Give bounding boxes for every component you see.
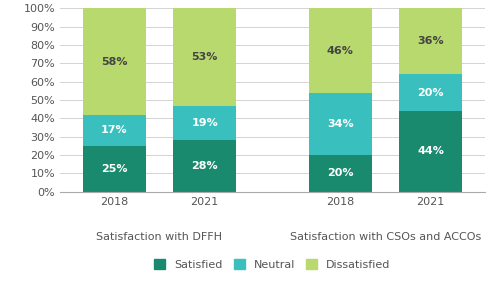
Bar bbox=[308, 8, 372, 93]
Bar bbox=[173, 140, 236, 192]
Bar bbox=[308, 155, 372, 192]
Text: 58%: 58% bbox=[101, 57, 128, 67]
Text: 28%: 28% bbox=[192, 161, 218, 171]
Text: Satisfaction with CSOs and ACCOs: Satisfaction with CSOs and ACCOs bbox=[290, 232, 481, 242]
Text: Satisfaction with DFFH: Satisfaction with DFFH bbox=[96, 232, 222, 242]
Text: 34%: 34% bbox=[327, 119, 353, 129]
Text: 53%: 53% bbox=[192, 52, 218, 62]
Bar bbox=[308, 93, 372, 155]
Text: 25%: 25% bbox=[101, 164, 128, 174]
Text: 20%: 20% bbox=[327, 168, 353, 179]
Text: 20%: 20% bbox=[418, 88, 444, 98]
Bar bbox=[82, 146, 146, 192]
Bar bbox=[173, 105, 236, 140]
Legend: Satisfied, Neutral, Dissatisfied: Satisfied, Neutral, Dissatisfied bbox=[150, 255, 395, 274]
Text: 44%: 44% bbox=[418, 146, 444, 157]
Bar bbox=[399, 111, 462, 192]
Bar bbox=[82, 8, 146, 115]
Text: 46%: 46% bbox=[327, 46, 354, 56]
Text: 17%: 17% bbox=[101, 125, 128, 135]
Bar bbox=[399, 74, 462, 111]
Bar bbox=[82, 115, 146, 146]
Text: 36%: 36% bbox=[418, 36, 444, 47]
Bar bbox=[399, 8, 462, 74]
Text: 19%: 19% bbox=[192, 118, 218, 128]
Bar bbox=[173, 8, 236, 105]
